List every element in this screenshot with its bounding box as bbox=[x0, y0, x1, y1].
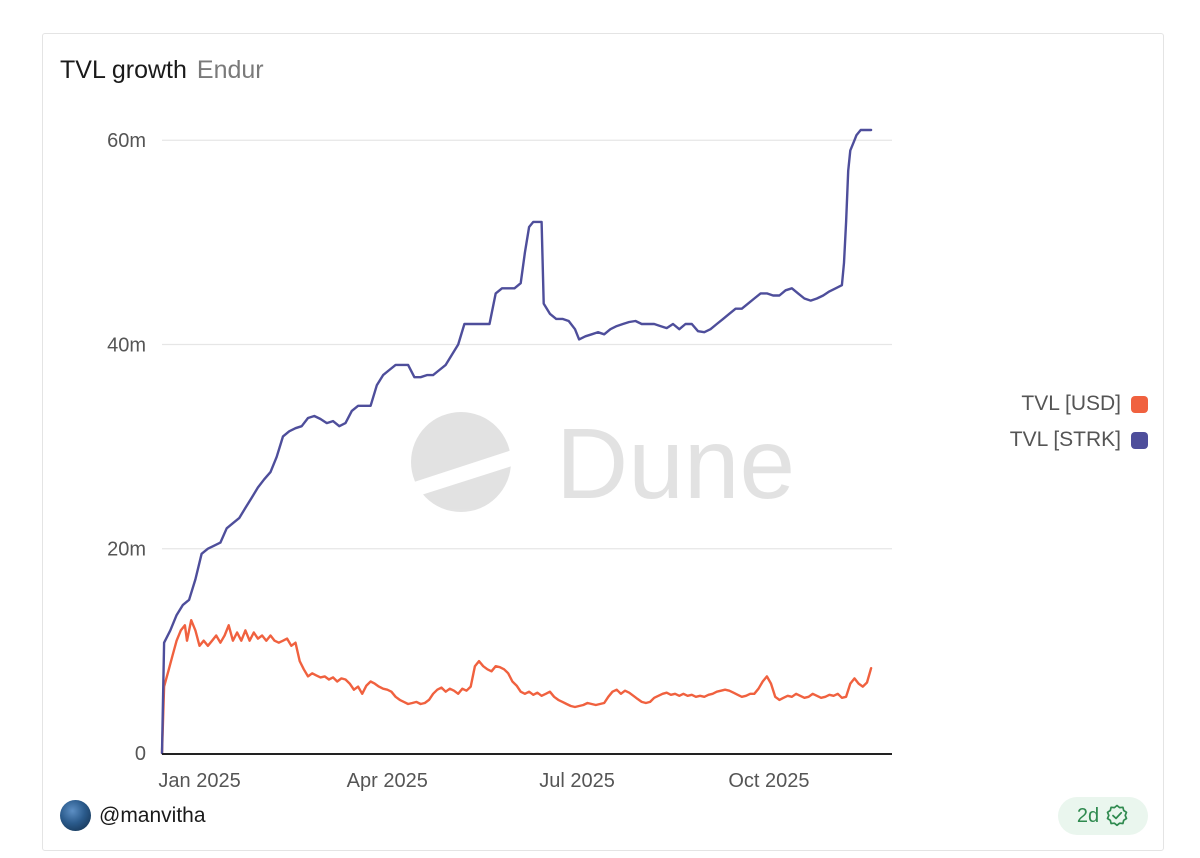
avatar[interactable] bbox=[60, 800, 91, 831]
series-lines bbox=[160, 128, 873, 755]
series-line-strk[interactable] bbox=[160, 128, 873, 755]
legend-item-strk[interactable]: TVL [STRK] bbox=[1010, 426, 1148, 454]
author[interactable]: @manvitha bbox=[60, 800, 206, 831]
x-tick-label: Apr 2025 bbox=[347, 770, 428, 792]
x-axis-ticks: Jan 2025 Apr 2025 Jul 2025 Oct 2025 bbox=[158, 770, 809, 792]
author-name[interactable]: @manvitha bbox=[99, 803, 206, 827]
x-tick-label: Jul 2025 bbox=[539, 770, 615, 792]
dune-watermark: Dune bbox=[411, 408, 795, 520]
y-tick-label: 20m bbox=[107, 539, 146, 561]
legend-label-strk: TVL [STRK] bbox=[1009, 428, 1121, 451]
y-axis-ticks: 0 20m 40m 60m bbox=[107, 130, 146, 765]
x-tick-label: Jan 2025 bbox=[158, 770, 240, 792]
gridlines bbox=[162, 139, 892, 550]
chart-title-text: TVL growth bbox=[60, 56, 187, 84]
y-tick-label: 0 bbox=[135, 743, 146, 765]
legend-item-usd[interactable]: TVL [USD] bbox=[1010, 390, 1148, 418]
dune-logo-icon bbox=[411, 412, 511, 512]
chart-subtitle: Endur bbox=[196, 56, 264, 84]
legend-swatch-usd bbox=[1131, 395, 1148, 413]
chart-card bbox=[42, 33, 1164, 851]
age-text: 2d bbox=[1076, 804, 1100, 827]
x-tick-label: Oct 2025 bbox=[728, 770, 809, 792]
legend-label-usd: TVL [USD] bbox=[1021, 392, 1121, 415]
legend-swatch-strk bbox=[1131, 431, 1148, 449]
series-line-usd[interactable] bbox=[160, 619, 873, 755]
legend: TVL [USD] TVL [STRK] bbox=[1010, 390, 1148, 462]
y-tick-label: 60m bbox=[107, 130, 146, 152]
dune-wordmark: Dune bbox=[556, 408, 795, 520]
y-tick-label: 40m bbox=[107, 334, 146, 356]
age-badge: 2d bbox=[1058, 797, 1148, 835]
dune-logo-stripe bbox=[411, 450, 512, 497]
chart-title: TVL growth Endur bbox=[60, 56, 264, 85]
verified-check-icon bbox=[1106, 804, 1128, 827]
